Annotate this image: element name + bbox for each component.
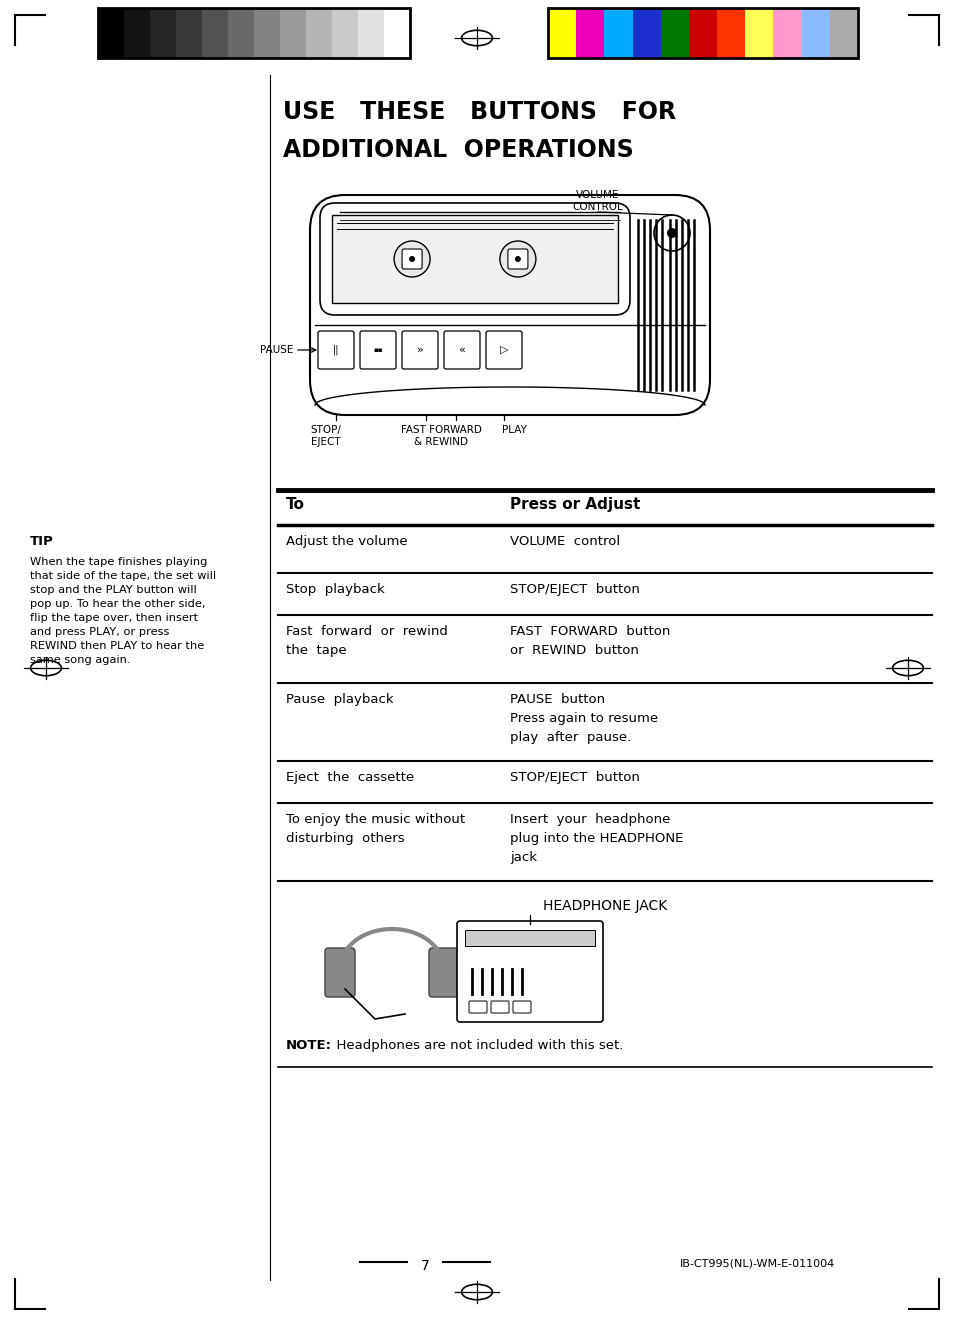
Text: »: » bbox=[416, 346, 423, 355]
Text: Adjust the volume: Adjust the volume bbox=[286, 535, 407, 548]
Bar bbox=[829, 8, 857, 58]
FancyBboxPatch shape bbox=[401, 331, 437, 369]
Bar bbox=[576, 8, 604, 58]
FancyBboxPatch shape bbox=[429, 948, 458, 997]
Text: When the tape finishes playing
that side of the tape, the set will
stop and the : When the tape finishes playing that side… bbox=[30, 557, 216, 665]
Bar bbox=[228, 8, 253, 58]
Text: ||: || bbox=[333, 344, 339, 355]
Text: FAST FORWARD
& REWIND: FAST FORWARD & REWIND bbox=[400, 425, 481, 446]
Text: ▪▪: ▪▪ bbox=[373, 347, 382, 354]
Text: USE   THESE   BUTTONS   FOR: USE THESE BUTTONS FOR bbox=[283, 101, 676, 124]
FancyBboxPatch shape bbox=[317, 331, 354, 369]
Text: Press or Adjust: Press or Adjust bbox=[510, 496, 639, 512]
FancyBboxPatch shape bbox=[513, 1001, 531, 1013]
Text: ADDITIONAL  OPERATIONS: ADDITIONAL OPERATIONS bbox=[283, 138, 633, 162]
Circle shape bbox=[654, 214, 689, 252]
Bar bbox=[547, 8, 576, 58]
Text: Pause  playback: Pause playback bbox=[286, 692, 394, 706]
Circle shape bbox=[666, 228, 677, 238]
FancyBboxPatch shape bbox=[469, 1001, 486, 1013]
Text: VOLUME  control: VOLUME control bbox=[510, 535, 619, 548]
FancyBboxPatch shape bbox=[507, 249, 527, 269]
Bar bbox=[150, 8, 175, 58]
Bar bbox=[688, 8, 717, 58]
Bar bbox=[357, 8, 384, 58]
Bar bbox=[801, 8, 829, 58]
Text: To enjoy the music without
disturbing  others: To enjoy the music without disturbing ot… bbox=[286, 813, 465, 845]
FancyBboxPatch shape bbox=[310, 195, 709, 414]
Bar bbox=[632, 8, 660, 58]
Text: NOTE:: NOTE: bbox=[286, 1039, 332, 1053]
Bar bbox=[98, 8, 124, 58]
Text: PAUSE: PAUSE bbox=[259, 346, 293, 355]
Text: STOP/EJECT  button: STOP/EJECT button bbox=[510, 583, 639, 596]
Text: Eject  the  cassette: Eject the cassette bbox=[286, 771, 414, 784]
Text: Fast  forward  or  rewind
the  tape: Fast forward or rewind the tape bbox=[286, 625, 447, 657]
Text: FAST  FORWARD  button
or  REWIND  button: FAST FORWARD button or REWIND button bbox=[510, 625, 670, 657]
Text: VOLUME
CONTROL: VOLUME CONTROL bbox=[572, 191, 622, 212]
Bar bbox=[280, 8, 306, 58]
Circle shape bbox=[409, 256, 415, 262]
Text: STOP/EJECT  button: STOP/EJECT button bbox=[510, 771, 639, 784]
Bar bbox=[306, 8, 332, 58]
Bar bbox=[717, 8, 744, 58]
FancyBboxPatch shape bbox=[401, 249, 421, 269]
Text: 7: 7 bbox=[420, 1259, 429, 1272]
Circle shape bbox=[394, 241, 430, 277]
Bar bbox=[547, 8, 857, 58]
Bar bbox=[202, 8, 228, 58]
Text: PLAY: PLAY bbox=[501, 425, 526, 436]
Bar bbox=[253, 8, 280, 58]
Bar bbox=[604, 8, 632, 58]
Circle shape bbox=[515, 256, 520, 262]
Text: TIP: TIP bbox=[30, 535, 53, 548]
FancyBboxPatch shape bbox=[359, 331, 395, 369]
Bar bbox=[332, 8, 357, 58]
Bar bbox=[124, 8, 150, 58]
Bar bbox=[660, 8, 688, 58]
Text: HEADPHONE JACK: HEADPHONE JACK bbox=[542, 899, 666, 914]
Circle shape bbox=[499, 241, 536, 277]
Bar bbox=[744, 8, 773, 58]
Text: To: To bbox=[286, 496, 305, 512]
Text: STOP/
EJECT: STOP/ EJECT bbox=[311, 425, 341, 446]
Bar bbox=[384, 8, 410, 58]
Text: Stop  playback: Stop playback bbox=[286, 583, 384, 596]
Bar bbox=[175, 8, 202, 58]
FancyBboxPatch shape bbox=[325, 948, 355, 997]
Text: Headphones are not included with this set.: Headphones are not included with this se… bbox=[328, 1039, 622, 1053]
FancyBboxPatch shape bbox=[485, 331, 521, 369]
Bar bbox=[464, 929, 595, 947]
FancyBboxPatch shape bbox=[319, 203, 629, 315]
Text: Insert  your  headphone
plug into the HEADPHONE
jack: Insert your headphone plug into the HEAD… bbox=[510, 813, 682, 865]
Bar bbox=[98, 8, 410, 58]
Text: PAUSE  button
Press again to resume
play  after  pause.: PAUSE button Press again to resume play … bbox=[510, 692, 658, 744]
Text: «: « bbox=[458, 346, 465, 355]
FancyBboxPatch shape bbox=[491, 1001, 509, 1013]
Text: IB-CT995(NL)-WM-E-011004: IB-CT995(NL)-WM-E-011004 bbox=[679, 1259, 835, 1268]
Text: ▷: ▷ bbox=[499, 346, 508, 355]
FancyBboxPatch shape bbox=[456, 922, 602, 1022]
FancyBboxPatch shape bbox=[443, 331, 479, 369]
Bar bbox=[332, 214, 618, 303]
Bar bbox=[773, 8, 801, 58]
